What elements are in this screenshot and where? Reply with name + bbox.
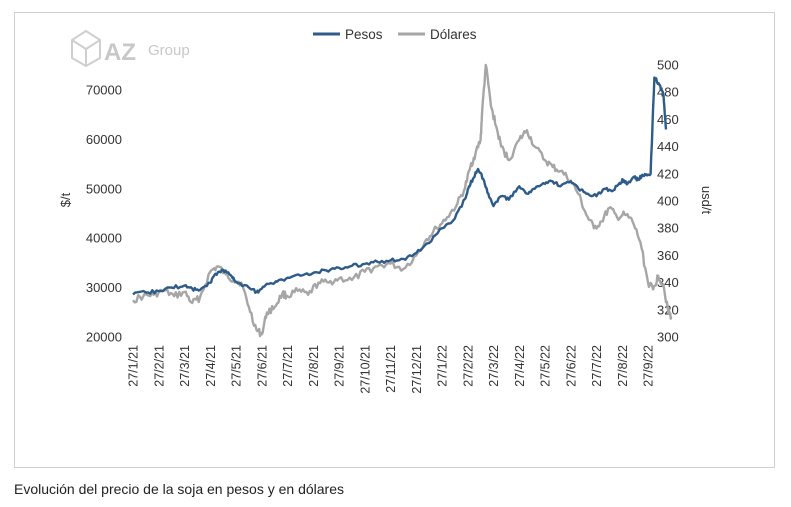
- x-tick-label: 27/9/21: [333, 345, 347, 387]
- az-group-logo: AZ Group: [71, 29, 190, 68]
- x-tick-label: 27/12/21: [410, 345, 424, 394]
- x-tick-label: 27/9/22: [642, 345, 656, 387]
- y-left-tick-label: 40000: [86, 231, 122, 246]
- legend-label-pesos: Pesos: [345, 27, 383, 42]
- y-right-tick-label: 400: [657, 194, 679, 209]
- x-axis-ticks: 27/1/21 27/2/21 27/3/21 27/4/21 27/5/21 27/6/…: [127, 345, 656, 394]
- y-left-tick-label: 60000: [86, 132, 122, 147]
- series-group: [132, 63, 673, 338]
- y-right-tick-label: 440: [657, 139, 679, 154]
- logo-brand: AZ: [104, 39, 136, 66]
- y-left-tick-label: 30000: [86, 280, 122, 295]
- x-tick-label: 27/8/21: [307, 345, 321, 387]
- y-left-tick-label: 70000: [86, 83, 122, 98]
- y-right-tick-label: 380: [657, 221, 679, 236]
- y-right-tick-label: 360: [657, 248, 679, 263]
- x-tick-label: 27/4/22: [513, 345, 527, 387]
- x-tick-label: 27/3/22: [487, 345, 501, 387]
- series-line-dolares: [132, 63, 673, 338]
- x-tick-label: 27/3/21: [178, 345, 192, 387]
- logo-suffix: Group: [148, 42, 190, 59]
- series-line-pesos: [132, 76, 668, 296]
- y-right-tick-label: 460: [657, 112, 679, 127]
- y-right-tick-label: 420: [657, 166, 679, 181]
- x-tick-label: 27/7/22: [590, 345, 604, 387]
- x-tick-label: 27/5/21: [230, 345, 244, 387]
- x-tick-label: 27/2/22: [461, 345, 475, 387]
- legend-label-dolares: Dólares: [430, 27, 477, 42]
- logo-cube-edge: [71, 39, 101, 51]
- y-axis-left-label: $/t: [58, 192, 73, 207]
- legend: Pesos Dólares: [313, 27, 477, 42]
- x-tick-label: 27/4/21: [204, 345, 218, 387]
- x-tick-label: 27/1/21: [127, 345, 141, 387]
- y-axis-right-label: usd/t: [699, 186, 714, 215]
- y-right-tick-label: 300: [657, 330, 679, 345]
- y-left-tick-label: 50000: [86, 181, 122, 196]
- figure-caption: Evolución del precio de la soja en pesos…: [14, 481, 344, 497]
- y-right-tick-label: 340: [657, 275, 679, 290]
- x-tick-label: 27/7/21: [281, 345, 295, 387]
- y-axis-left-ticks: 20000 30000 40000 50000 60000 70000: [86, 83, 122, 345]
- chart-frame: [14, 12, 775, 468]
- x-tick-label: 27/1/22: [436, 345, 450, 387]
- x-tick-label: 27/10/21: [358, 345, 372, 394]
- x-tick-label: 27/5/22: [539, 345, 553, 387]
- logo-cube-icon: [71, 29, 101, 68]
- y-left-tick-label: 20000: [86, 330, 122, 345]
- x-tick-label: 27/8/22: [616, 345, 630, 387]
- x-tick-label: 27/2/21: [152, 345, 166, 387]
- y-right-tick-label: 500: [657, 58, 679, 73]
- x-tick-label: 27/6/22: [564, 345, 578, 387]
- x-tick-label: 27/11/21: [384, 345, 398, 393]
- x-tick-label: 27/6/21: [255, 345, 269, 387]
